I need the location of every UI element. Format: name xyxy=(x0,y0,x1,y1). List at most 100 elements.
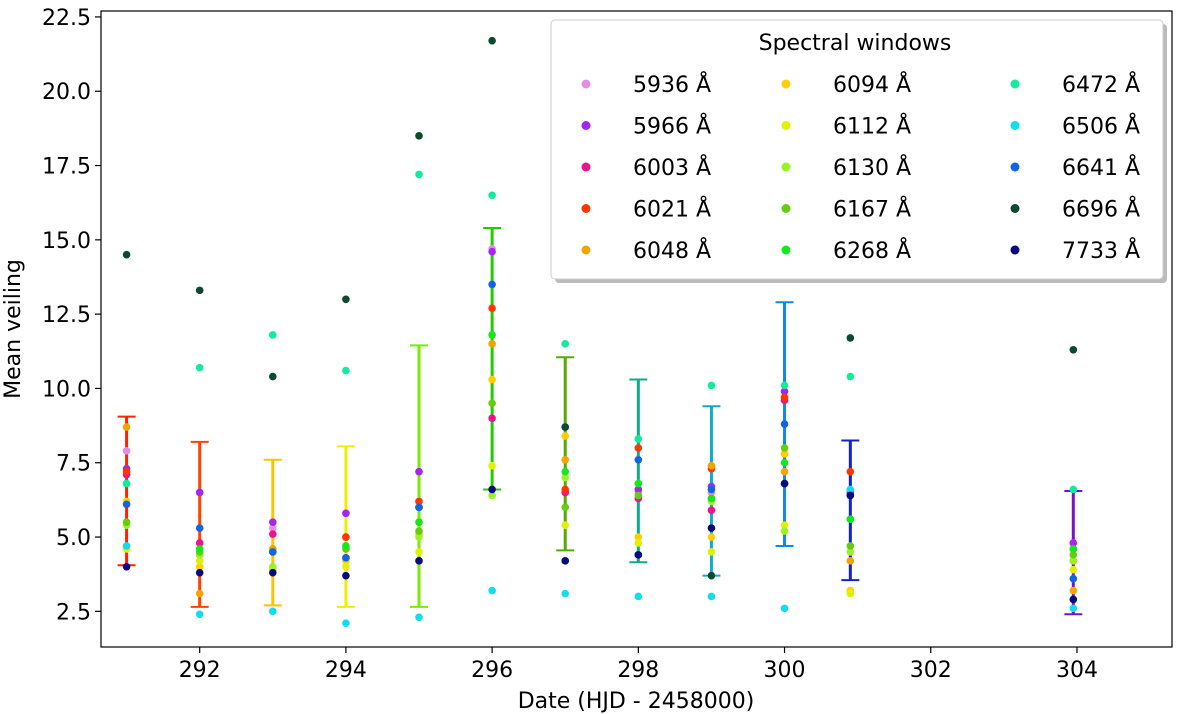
errorbar-5 xyxy=(483,226,502,491)
legend-entry: 6167 Å xyxy=(781,196,911,223)
data-point xyxy=(122,542,131,550)
data-point xyxy=(780,467,789,476)
data-point xyxy=(342,542,350,550)
series-4 xyxy=(122,340,1078,598)
legend-marker xyxy=(1010,162,1020,172)
data-point xyxy=(780,381,789,390)
legend: Spectral windows 5936 Å 5966 Å 6003 Å 6021 … xyxy=(550,19,1167,283)
errorbar-10 xyxy=(841,439,860,582)
x-tick-label: 294 xyxy=(325,658,367,683)
data-point xyxy=(780,444,789,452)
series-2 xyxy=(122,396,1078,553)
legend-label: 6506 Å xyxy=(1062,113,1140,140)
data-point xyxy=(846,467,855,476)
y-tick-label: 7.5 xyxy=(56,452,91,477)
legend-marker xyxy=(1010,121,1020,130)
data-point xyxy=(268,331,277,339)
data-point xyxy=(122,562,131,571)
x-tick-label: 304 xyxy=(1056,658,1098,683)
legend-label: 6003 Å xyxy=(633,154,711,181)
data-point xyxy=(1069,565,1078,574)
data-point xyxy=(634,435,643,443)
data-point xyxy=(846,557,855,565)
data-point xyxy=(488,375,496,384)
data-point xyxy=(342,554,350,562)
errorbar-3 xyxy=(336,445,355,608)
data-point xyxy=(561,521,570,529)
data-point xyxy=(707,533,716,541)
legend-entry: 5936 Å xyxy=(581,71,711,98)
plot-frame xyxy=(100,10,1173,648)
data-point xyxy=(488,36,496,45)
legend-label: 6094 Å xyxy=(833,71,911,98)
data-point xyxy=(488,491,496,500)
errorbars xyxy=(117,226,1083,616)
data-point xyxy=(268,568,277,577)
data-point xyxy=(342,366,350,375)
y-axis-label: Mean veiling xyxy=(1,259,26,399)
y-tick-label: 20.0 xyxy=(42,80,91,105)
data-point xyxy=(634,479,643,488)
data-point xyxy=(634,539,643,547)
data-point xyxy=(707,494,716,503)
data-point xyxy=(707,485,716,494)
series-6 xyxy=(122,461,1078,598)
y-tick-label: 15.0 xyxy=(42,229,91,254)
data-point xyxy=(195,610,204,619)
legend-marker xyxy=(781,245,791,255)
legend-marker xyxy=(781,121,791,130)
data-point xyxy=(707,506,716,515)
legend-label: 6696 Å xyxy=(1062,196,1140,223)
data-point xyxy=(122,500,131,509)
data-point xyxy=(268,562,277,571)
data-point xyxy=(634,485,643,494)
data-point xyxy=(342,562,350,571)
data-point xyxy=(268,524,277,532)
legend-label: 5936 Å xyxy=(633,71,711,98)
data-point xyxy=(846,485,855,494)
data-point xyxy=(846,491,855,500)
data-point xyxy=(268,607,277,616)
data-point xyxy=(342,571,350,580)
data-point xyxy=(195,539,204,547)
data-point xyxy=(488,280,496,289)
x-tick-label: 298 xyxy=(617,658,659,683)
data-point xyxy=(846,548,855,556)
data-point xyxy=(780,604,789,613)
data-point xyxy=(122,423,131,431)
errorbar-6 xyxy=(556,356,575,552)
legend-entry: 7733 Å xyxy=(1010,237,1140,264)
data-point xyxy=(707,381,716,390)
legend-entry: 6641 Å xyxy=(1010,154,1140,181)
data-point xyxy=(1069,586,1078,595)
legend-entry: 5966 Å xyxy=(581,113,711,140)
x-tick-label: 300 xyxy=(764,658,806,683)
x-tick-label: 302 xyxy=(910,658,952,683)
legend-label: 6112 Å xyxy=(833,113,911,140)
data-point xyxy=(561,485,570,494)
legend-label: 6167 Å xyxy=(833,196,911,223)
data-point xyxy=(195,488,204,497)
data-point xyxy=(488,340,496,348)
legend-marker xyxy=(581,204,591,213)
data-point xyxy=(1069,557,1078,565)
legend-entries: 5936 Å 5966 Å 6003 Å 6021 Å 6048 Å 6094 Å 6112… xyxy=(581,71,1140,264)
x-axis-label: Date (HJD - 2458000) xyxy=(518,689,755,714)
data-point xyxy=(1069,539,1078,547)
x-tick-label: 296 xyxy=(471,658,513,683)
legend-label: 6641 Å xyxy=(1062,154,1140,181)
series-7 xyxy=(122,473,1078,571)
data-point xyxy=(415,557,423,565)
data-point xyxy=(488,586,496,595)
data-point xyxy=(415,467,423,476)
data-point xyxy=(561,340,570,348)
series-5 xyxy=(122,375,1078,595)
legend-entry: 6696 Å xyxy=(1010,196,1140,223)
legend-entry: 6094 Å xyxy=(781,71,911,98)
data-point xyxy=(415,527,423,535)
data-point xyxy=(415,503,423,512)
data-point xyxy=(488,331,496,339)
data-point xyxy=(342,509,350,518)
data-point xyxy=(561,557,570,565)
data-point xyxy=(268,518,277,526)
